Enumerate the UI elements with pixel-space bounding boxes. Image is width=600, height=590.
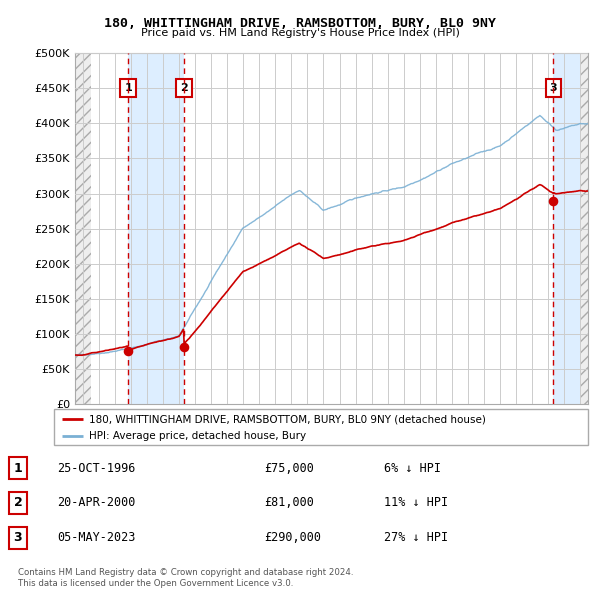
Bar bbox=[553, 53, 588, 404]
Text: 3: 3 bbox=[550, 83, 557, 93]
Text: £290,000: £290,000 bbox=[264, 532, 321, 545]
Point bbox=[124, 347, 133, 356]
Text: 3: 3 bbox=[14, 532, 22, 545]
Text: 180, WHITTINGHAM DRIVE, RAMSBOTTOM, BURY, BL0 9NY (detached house): 180, WHITTINGHAM DRIVE, RAMSBOTTOM, BURY… bbox=[89, 414, 485, 424]
Text: 180, WHITTINGHAM DRIVE, RAMSBOTTOM, BURY, BL0 9NY: 180, WHITTINGHAM DRIVE, RAMSBOTTOM, BURY… bbox=[104, 17, 496, 30]
Text: 20-APR-2000: 20-APR-2000 bbox=[57, 496, 136, 510]
Text: 6% ↓ HPI: 6% ↓ HPI bbox=[384, 461, 441, 474]
Text: 11% ↓ HPI: 11% ↓ HPI bbox=[384, 496, 448, 510]
Bar bbox=[128, 53, 184, 404]
Text: HPI: Average price, detached house, Bury: HPI: Average price, detached house, Bury bbox=[89, 431, 306, 441]
Text: 25-OCT-1996: 25-OCT-1996 bbox=[57, 461, 136, 474]
Text: 05-MAY-2023: 05-MAY-2023 bbox=[57, 532, 136, 545]
Text: This data is licensed under the Open Government Licence v3.0.: This data is licensed under the Open Gov… bbox=[18, 579, 293, 588]
Point bbox=[179, 343, 189, 352]
Text: 1: 1 bbox=[14, 461, 22, 474]
Text: £81,000: £81,000 bbox=[264, 496, 314, 510]
Text: 1: 1 bbox=[124, 83, 132, 93]
Text: £75,000: £75,000 bbox=[264, 461, 314, 474]
Text: 27% ↓ HPI: 27% ↓ HPI bbox=[384, 532, 448, 545]
Text: 2: 2 bbox=[14, 496, 22, 510]
Text: Contains HM Land Registry data © Crown copyright and database right 2024.: Contains HM Land Registry data © Crown c… bbox=[18, 568, 353, 576]
Text: 2: 2 bbox=[180, 83, 188, 93]
Point bbox=[548, 196, 558, 205]
Text: Price paid vs. HM Land Registry's House Price Index (HPI): Price paid vs. HM Land Registry's House … bbox=[140, 28, 460, 38]
